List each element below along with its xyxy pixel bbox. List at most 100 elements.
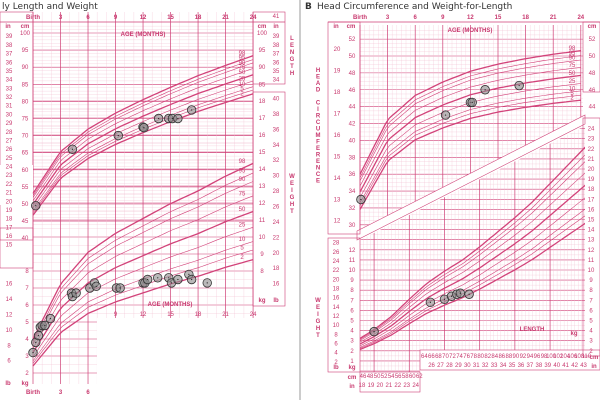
x-tick-label: 12 <box>140 15 147 21</box>
length-in-tick: 30 <box>6 112 13 118</box>
axis-frame <box>0 227 34 269</box>
data-point-center <box>177 117 179 120</box>
length-cm-tick: 60 <box>409 374 416 380</box>
percentile-label: 50 <box>239 207 246 213</box>
wfl-kg-tick: 10 <box>349 268 356 274</box>
unit-label: cm <box>348 375 357 381</box>
data-point-center <box>429 301 431 303</box>
data-point-center <box>71 148 74 150</box>
head-cm-tick: 40 <box>349 138 356 144</box>
percentile-curve-98 <box>32 54 254 194</box>
wfl-kg-tick-right: 8 <box>589 288 593 294</box>
length-cm-tick: 50 <box>374 374 381 380</box>
weight-kg-tick-right: 12 <box>259 201 266 207</box>
weight-kg-tick-right: 13 <box>259 184 266 190</box>
x-tick-label: 3 <box>59 390 63 396</box>
head-in-tick: 20 <box>334 47 341 53</box>
length-cm-tick: 108 <box>574 354 585 360</box>
weight-axis-letter: T <box>290 209 294 215</box>
percentile-curve-5 <box>360 215 585 351</box>
length-cm-tick: 50 <box>22 202 29 208</box>
length-cm-tick: 65 <box>22 151 29 157</box>
percentile-label: 98 <box>569 46 576 52</box>
blank-region <box>0 165 33 205</box>
x-tick-label: 9 <box>114 312 118 318</box>
length-in-tick: 27 <box>6 138 13 144</box>
unit-label: kg <box>258 298 265 304</box>
length-in-tick: 20 <box>6 199 13 205</box>
length-in-tick: 37 <box>6 52 13 58</box>
data-point-center <box>191 109 193 111</box>
weight-axis-letter: W <box>289 174 295 180</box>
unit-label: lb <box>273 298 279 304</box>
wfl-kg-tick-right: 16 <box>588 207 595 213</box>
wfl-lb-tick: 6 <box>334 342 338 348</box>
length-cm-tick: 98 <box>541 354 548 360</box>
percentile-curves <box>359 50 581 210</box>
length-cm-tick: 54 <box>388 374 395 380</box>
head-axis-letter: E <box>316 146 320 152</box>
length-in-tick: 31 <box>473 363 480 369</box>
wfl-lb-tick: 8 <box>334 332 338 338</box>
weight-lb-tick-right: 36 <box>273 127 280 133</box>
wfl-axis-letter: E <box>316 305 320 311</box>
x-tick-label: Birth <box>26 15 40 21</box>
percentile-label: 75 <box>569 63 576 69</box>
length-in-tick: 23 <box>6 173 13 179</box>
length-in-tick: 29 <box>6 121 13 127</box>
length-in-tick: 35 <box>6 69 13 75</box>
percentile-label: 98 <box>239 51 246 57</box>
axis-frame <box>252 91 286 307</box>
x-tick-label: 15 <box>167 15 174 21</box>
head-axis-letter: A <box>316 81 321 87</box>
length-in-tick: 42 <box>571 363 578 369</box>
weight-lb-tick-right: 38 <box>273 112 280 118</box>
weight-lb-tick-right: 20 <box>273 251 280 257</box>
percentile-label: 75 <box>239 65 246 71</box>
separator-band <box>356 114 586 241</box>
length-in-tick-right: 34 <box>273 78 280 84</box>
wfl-kg-tick: 6 <box>350 308 354 314</box>
unit-label: cm <box>347 24 356 30</box>
length-axis-letter: E <box>290 43 294 49</box>
unit-label: in <box>591 364 597 370</box>
length-cm-tick: 70 <box>22 134 29 140</box>
data-point-center <box>443 298 446 300</box>
weight-lb-tick: 16 <box>6 282 13 288</box>
wfl-kg-tick: 3 <box>350 339 354 345</box>
length-in-tick: 39 <box>6 34 13 40</box>
length-cm-tick: 40 <box>22 236 29 242</box>
percentile-curve-2 <box>32 258 254 367</box>
head-axis-letter: H <box>316 68 320 74</box>
percentile-curve-25 <box>360 197 585 348</box>
data-point-center <box>188 273 190 275</box>
length-in-tick-right: 39 <box>273 34 280 40</box>
length-in-tick: 33 <box>6 86 13 92</box>
length-cm-tick: 85 <box>22 82 29 88</box>
x-tick-label: 18 <box>522 15 529 21</box>
wfl-lb-tick: 16 <box>333 296 340 302</box>
head-cm-tick: 46 <box>349 88 356 94</box>
head-cm-tick: 44 <box>349 105 356 111</box>
length-cm-tick-right: 100 <box>257 31 268 37</box>
length-in-tick: 41 <box>562 363 569 369</box>
length-axis-letter: N <box>290 50 294 56</box>
weight-axis-letter: H <box>290 202 294 208</box>
data-point-center <box>143 127 145 129</box>
length-cm-tick: 76 <box>463 354 470 360</box>
wfl-kg-tick: 2 <box>350 349 354 355</box>
length-cm-tick: 48 <box>367 374 374 380</box>
length-cm-tick: 95 <box>22 48 29 54</box>
weight-lb-tick: 12 <box>6 312 13 318</box>
weight-lb-tick: 10 <box>6 328 13 334</box>
unit-label: in <box>5 24 11 30</box>
unit-label: lb <box>5 381 11 387</box>
length-cm-tick: 106 <box>567 354 578 360</box>
data-point-center <box>177 278 179 281</box>
head-cm-tick: 42 <box>349 122 356 128</box>
wfl-kg-tick-right: 7 <box>589 298 593 304</box>
percentile-curve-95 <box>360 154 585 342</box>
unit-label: kg <box>570 331 577 337</box>
head-cm-tick: 48 <box>349 71 356 77</box>
